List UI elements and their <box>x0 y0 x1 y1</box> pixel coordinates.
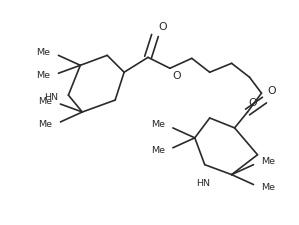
Text: O: O <box>158 22 167 32</box>
Text: HN: HN <box>45 93 58 102</box>
Text: Me: Me <box>151 146 165 155</box>
Text: Me: Me <box>39 97 52 106</box>
Text: Me: Me <box>36 71 51 80</box>
Text: HN: HN <box>196 179 210 188</box>
Text: O: O <box>267 86 276 96</box>
Text: Me: Me <box>151 120 165 129</box>
Text: O: O <box>249 98 257 108</box>
Text: Me: Me <box>39 120 52 129</box>
Text: O: O <box>172 71 181 81</box>
Text: Me: Me <box>262 183 275 192</box>
Text: Me: Me <box>262 157 275 166</box>
Text: Me: Me <box>36 48 51 57</box>
